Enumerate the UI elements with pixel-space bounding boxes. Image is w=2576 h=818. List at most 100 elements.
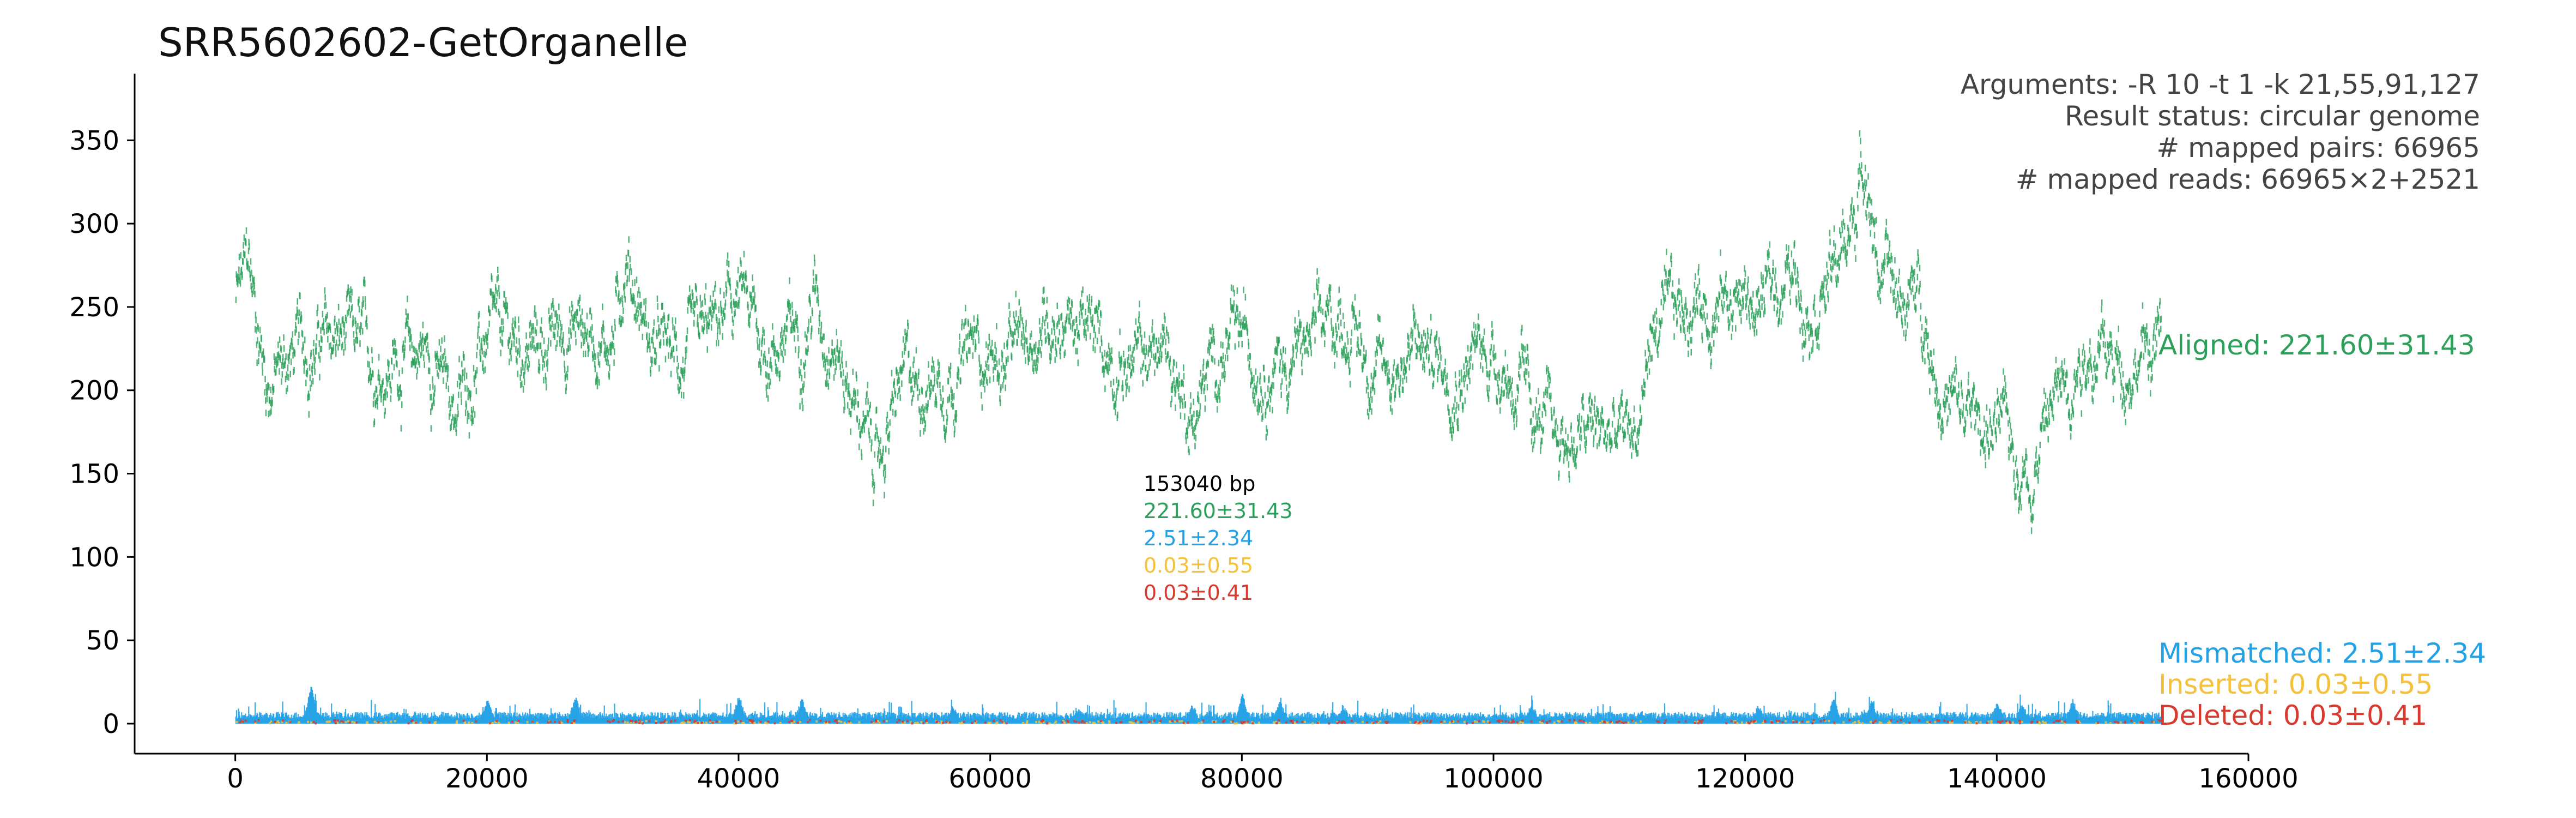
aligned-point (1210, 342, 1212, 350)
aligned-point (1114, 391, 1115, 398)
aligned-point (529, 320, 531, 327)
aligned-point (1292, 344, 1294, 351)
aligned-point (1618, 425, 1620, 432)
aligned-point (1803, 341, 1805, 348)
aligned-point (1238, 341, 1239, 348)
aligned-point (1216, 406, 1218, 413)
aligned-point (1840, 231, 1842, 238)
aligned-point (656, 332, 658, 339)
aligned-point (1870, 213, 1872, 220)
aligned-point (1996, 399, 1998, 406)
aligned-point (1418, 331, 1420, 338)
aligned-point (349, 295, 350, 302)
aligned-point (1047, 312, 1048, 319)
aligned-point (1167, 351, 1169, 358)
aligned-point (733, 300, 735, 308)
aligned-point (1002, 376, 1005, 383)
aligned-point (660, 339, 662, 346)
aligned-point (464, 368, 466, 375)
aligned-point (1736, 279, 1737, 286)
aligned-point (1434, 340, 1436, 347)
aligned-point (868, 431, 870, 438)
aligned-point (325, 302, 327, 309)
aligned-point (364, 280, 366, 287)
aligned-point (247, 261, 249, 268)
aligned-point (1332, 332, 1334, 339)
aligned-point (1564, 440, 1567, 447)
aligned-point (692, 292, 694, 299)
aligned-point (1887, 258, 1889, 265)
aligned-point (625, 268, 626, 275)
aligned-point (1403, 357, 1405, 364)
aligned-point (450, 425, 451, 432)
aligned-point (499, 327, 501, 334)
aligned-point (400, 384, 401, 391)
aligned-point (559, 320, 561, 327)
aligned-point (1050, 353, 1052, 360)
aligned-point (248, 239, 250, 246)
aligned-point (1240, 318, 1242, 326)
aligned-point (1043, 286, 1045, 293)
aligned-point (1633, 405, 1635, 412)
aligned-point (1440, 354, 1442, 361)
aligned-point (1337, 330, 1338, 338)
aligned-point (1015, 291, 1017, 298)
aligned-point (288, 357, 290, 364)
aligned-point (1907, 279, 1909, 286)
aligned-point (680, 392, 682, 399)
aligned-point (1643, 390, 1646, 397)
aligned-point (1347, 353, 1349, 360)
aligned-point (451, 400, 453, 407)
aligned-point (493, 301, 495, 308)
aligned-point (1027, 358, 1029, 365)
aligned-point (832, 349, 834, 356)
aligned-point (1450, 416, 1452, 423)
aligned-point (1491, 334, 1493, 341)
aligned-point (833, 359, 835, 366)
aligned-point (2007, 446, 2010, 453)
aligned-point (516, 358, 518, 365)
aligned-point (1892, 269, 1894, 276)
aligned-point (1322, 308, 1324, 315)
aligned-point (500, 318, 503, 325)
aligned-point (1411, 344, 1413, 351)
aligned-point (1326, 300, 1328, 307)
aligned-point (1519, 351, 1520, 358)
aligned-point (1951, 390, 1952, 398)
aligned-point (1548, 382, 1550, 389)
aligned-point (1959, 411, 1961, 418)
aligned-point (1375, 351, 1376, 358)
aligned-point (598, 379, 600, 386)
aligned-point (1629, 419, 1631, 426)
aligned-point (1747, 276, 1749, 283)
aligned-point (459, 382, 461, 389)
aligned-point (1084, 325, 1086, 332)
aligned-point (1987, 441, 1989, 448)
aligned-point (1393, 359, 1395, 366)
aligned-point (2034, 461, 2036, 468)
aligned-point (645, 320, 647, 327)
aligned-point (1358, 322, 1360, 329)
aligned-point (1857, 204, 1859, 212)
aligned-point (252, 277, 255, 284)
aligned-point (1097, 310, 1099, 317)
aligned-point (329, 326, 331, 333)
aligned-point (1625, 406, 1626, 413)
aligned-point (808, 293, 811, 300)
aligned-point (1450, 426, 1452, 434)
aligned-point (950, 387, 952, 394)
aligned-point (1411, 335, 1413, 342)
aligned-point (806, 335, 808, 342)
aligned-point (1568, 461, 1570, 468)
aligned-point (621, 300, 624, 308)
aligned-point (1414, 322, 1416, 329)
aligned-point (1558, 470, 1560, 477)
aligned-point (1269, 387, 1271, 394)
aligned-point (1698, 278, 1700, 285)
aligned-point (1317, 288, 1319, 296)
aligned-point (1112, 394, 1114, 401)
aligned-point (332, 344, 334, 351)
aligned-point (1846, 260, 1848, 267)
aligned-point (1728, 304, 1731, 311)
aligned-point (1073, 319, 1075, 326)
